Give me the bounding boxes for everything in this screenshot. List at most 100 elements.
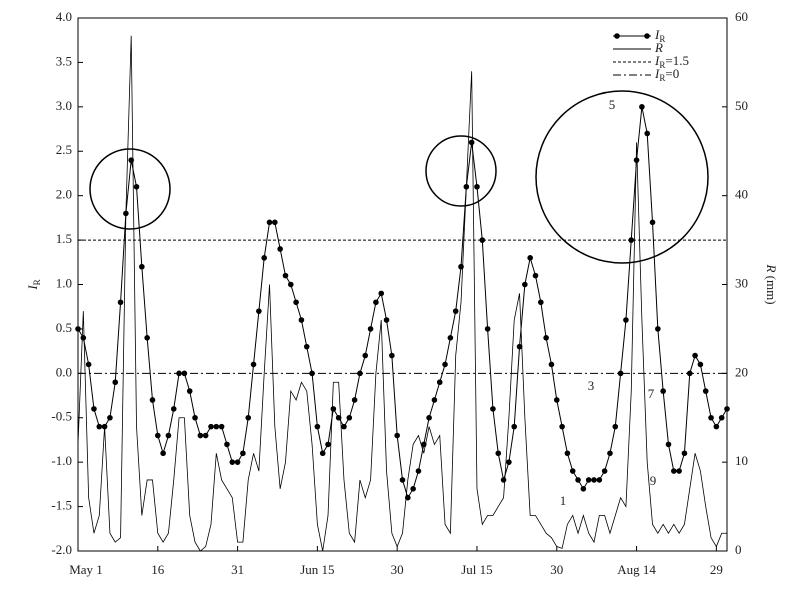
data-point <box>192 414 198 421</box>
data-point <box>96 423 103 430</box>
data-point <box>532 272 539 279</box>
data-point <box>319 450 326 457</box>
legend-marker <box>644 33 650 39</box>
x-tick-label: 16 <box>151 562 165 577</box>
data-point <box>718 414 725 421</box>
data-point <box>591 477 597 483</box>
data-point <box>112 379 119 386</box>
highlight-circle <box>89 148 171 230</box>
x-tick-label: Aug 14 <box>617 562 656 577</box>
data-point <box>436 379 443 386</box>
data-point <box>697 361 704 368</box>
data-point <box>85 361 92 368</box>
data-point <box>277 246 283 252</box>
data-point <box>479 237 486 243</box>
data-point <box>139 263 145 270</box>
data-point <box>325 441 331 448</box>
plot-frame <box>77 17 728 552</box>
legend-marker <box>614 33 620 39</box>
data-point <box>287 281 294 288</box>
data-point <box>585 477 592 483</box>
y-tick-label: 3.0 <box>56 98 72 113</box>
data-point <box>623 317 629 323</box>
y-tick-label: -1.5 <box>51 498 72 513</box>
data-point <box>154 432 161 439</box>
data-point <box>330 406 337 412</box>
data-point <box>410 486 416 492</box>
data-point <box>415 468 422 474</box>
y-tick-label: 1.5 <box>56 231 72 246</box>
y-axis-label: IR <box>25 279 42 290</box>
data-point <box>373 299 379 306</box>
data-point <box>580 486 587 492</box>
data-point <box>117 299 124 306</box>
annotation: 3 <box>588 378 595 393</box>
data-point <box>256 308 262 314</box>
highlight-circle <box>425 135 497 207</box>
data-point <box>484 326 491 332</box>
y-tick-label: 2.0 <box>56 187 72 202</box>
data-point <box>234 459 241 465</box>
data-point <box>208 423 214 430</box>
data-point <box>75 326 81 332</box>
data-point <box>341 423 347 430</box>
annotation: 1 <box>560 493 567 508</box>
data-point <box>527 255 533 261</box>
data-point <box>181 370 188 377</box>
data-point <box>389 352 395 359</box>
data-point <box>543 335 549 341</box>
data-point <box>500 477 507 483</box>
y2-tick-label: 60 <box>735 9 748 24</box>
x-tick-label: 30 <box>550 562 563 577</box>
data-point <box>144 335 150 341</box>
x-tick-label: Jul 15 <box>461 562 492 577</box>
data-point <box>250 361 257 368</box>
data-point <box>91 406 97 412</box>
data-point <box>495 450 502 457</box>
data-point <box>655 326 661 332</box>
annotation: 9 <box>650 473 657 488</box>
data-point <box>367 326 374 332</box>
data-point <box>612 423 619 430</box>
data-point <box>607 450 613 457</box>
data-point <box>516 343 523 350</box>
data-point <box>724 406 730 412</box>
annotation: 7 <box>648 386 655 401</box>
x-tick-label: May 1 <box>69 562 103 577</box>
data-point <box>522 281 528 288</box>
data-point <box>431 397 438 403</box>
y-tick-label: -2.0 <box>51 542 72 557</box>
data-point <box>261 255 267 261</box>
x-tick-label: Jun 15 <box>300 562 334 577</box>
data-point <box>165 432 172 439</box>
data-point <box>553 397 560 403</box>
y-tick-label: 0.5 <box>56 320 72 335</box>
data-point <box>596 477 603 483</box>
series-line <box>77 35 727 552</box>
data-point <box>202 432 209 439</box>
data-point <box>176 370 182 377</box>
data-point <box>346 414 353 421</box>
data-point <box>548 361 555 368</box>
data-point <box>575 477 581 483</box>
data-point <box>399 477 406 483</box>
data-point <box>660 388 666 394</box>
data-point <box>569 468 576 474</box>
y2-tick-label: 40 <box>735 187 748 202</box>
data-point <box>229 459 236 465</box>
annotation: 5 <box>609 97 616 112</box>
y2-tick-label: 50 <box>735 98 748 113</box>
data-point <box>107 414 113 421</box>
data-point <box>394 432 400 439</box>
y-tick-label: 3.5 <box>56 53 72 68</box>
data-point <box>452 308 459 314</box>
data-point <box>702 388 709 394</box>
data-point <box>676 468 682 474</box>
y2-tick-label: 20 <box>735 364 748 379</box>
y2-axis-label: R (mm) <box>764 263 779 304</box>
data-point <box>186 388 193 394</box>
data-point <box>272 219 278 226</box>
data-point <box>314 423 321 430</box>
